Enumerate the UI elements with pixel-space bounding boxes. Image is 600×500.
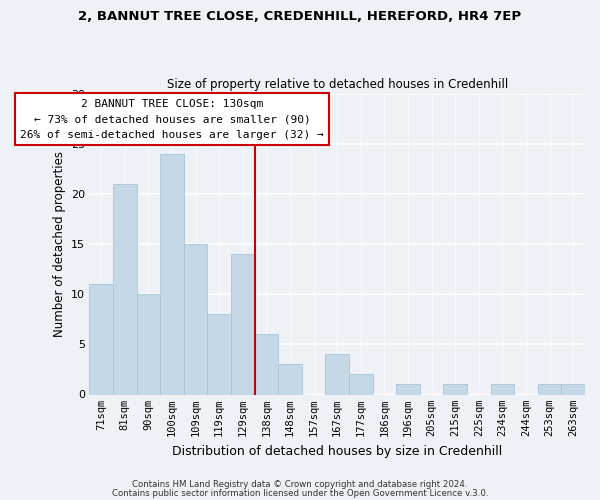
X-axis label: Distribution of detached houses by size in Credenhill: Distribution of detached houses by size …: [172, 444, 502, 458]
Bar: [538, 384, 562, 394]
Bar: [562, 384, 585, 394]
Text: 2, BANNUT TREE CLOSE, CREDENHILL, HEREFORD, HR4 7EP: 2, BANNUT TREE CLOSE, CREDENHILL, HEREFO…: [79, 10, 521, 23]
Title: Size of property relative to detached houses in Credenhill: Size of property relative to detached ho…: [167, 78, 508, 91]
Bar: [89, 284, 113, 395]
Text: 2 BANNUT TREE CLOSE: 130sqm
← 73% of detached houses are smaller (90)
26% of sem: 2 BANNUT TREE CLOSE: 130sqm ← 73% of det…: [20, 98, 324, 140]
Bar: [443, 384, 467, 394]
Bar: [184, 244, 208, 394]
Bar: [278, 364, 302, 394]
Bar: [137, 294, 160, 394]
Bar: [396, 384, 420, 394]
Bar: [208, 314, 231, 394]
Text: Contains public sector information licensed under the Open Government Licence v.: Contains public sector information licen…: [112, 488, 488, 498]
Bar: [254, 334, 278, 394]
Bar: [113, 184, 137, 394]
Bar: [325, 354, 349, 395]
Text: Contains HM Land Registry data © Crown copyright and database right 2024.: Contains HM Land Registry data © Crown c…: [132, 480, 468, 489]
Bar: [160, 154, 184, 394]
Bar: [349, 374, 373, 394]
Bar: [231, 254, 254, 394]
Y-axis label: Number of detached properties: Number of detached properties: [53, 151, 65, 337]
Bar: [491, 384, 514, 394]
